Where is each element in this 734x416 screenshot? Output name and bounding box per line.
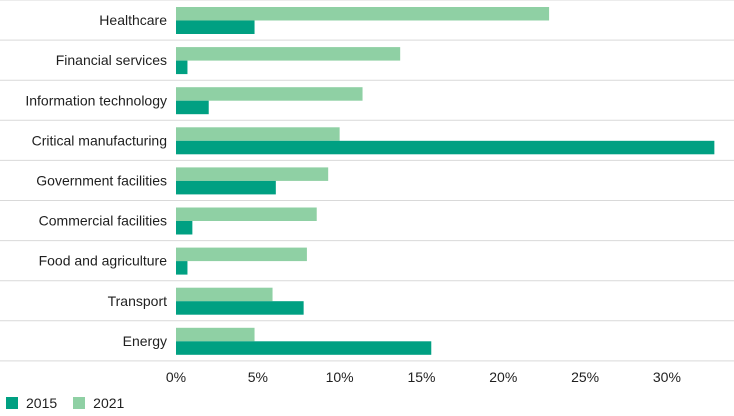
- x-tick-label: 25%: [571, 369, 599, 385]
- legend: 2015 2021: [6, 394, 124, 412]
- bar-2015: [176, 140, 715, 155]
- category-label: Financial services: [56, 52, 167, 68]
- bar-2021: [176, 127, 340, 141]
- category-label: Healthcare: [99, 12, 167, 28]
- x-tick-label: 20%: [489, 369, 517, 385]
- bar-2021: [176, 247, 307, 262]
- bar-2021: [176, 87, 363, 101]
- category-labels: Healthcare Financial services Information …: [25, 12, 167, 349]
- bar-2015: [176, 180, 276, 195]
- legend-label-2015: 2015: [26, 395, 58, 411]
- bars: [176, 7, 715, 355]
- category-label: Food and agriculture: [39, 253, 168, 269]
- legend-swatch-2015: [6, 397, 18, 409]
- legend-swatch-2021: [73, 397, 86, 409]
- category-label: Transport: [108, 293, 168, 309]
- bar-2015: [176, 301, 304, 315]
- x-tick-label: 5%: [248, 369, 268, 385]
- x-tick-label: 10%: [326, 369, 354, 385]
- grid-lines: [0, 0, 734, 362]
- x-axis: 0% 5% 10% 15% 20% 25% 30%: [166, 369, 681, 385]
- bar-2021: [176, 47, 401, 61]
- category-label: Commercial facilities: [39, 213, 167, 229]
- legend-label-2021: 2021: [93, 395, 125, 411]
- category-label: Energy: [123, 333, 167, 349]
- category-label: Information technology: [25, 92, 167, 108]
- category-label: Critical manufacturing: [32, 132, 167, 148]
- bar-2021: [176, 207, 317, 221]
- legend-item-2021: 2021: [73, 395, 124, 411]
- bar-2021: [176, 327, 255, 342]
- bar-2015: [176, 261, 188, 275]
- bar-2015: [176, 60, 188, 75]
- bar-2015: [176, 100, 209, 115]
- bar-2021: [176, 287, 273, 302]
- bar-2015: [176, 341, 432, 355]
- bar-2021: [176, 167, 329, 181]
- x-tick-label: 0%: [166, 369, 186, 385]
- x-tick-label: 30%: [653, 369, 681, 385]
- bar-2015: [176, 221, 193, 235]
- chart-area: Healthcare Financial services Information …: [0, 0, 734, 385]
- bar-2021: [176, 7, 550, 21]
- legend-item-2015: 2015: [6, 395, 57, 411]
- category-label: Government facilities: [36, 172, 167, 188]
- bar-2015: [176, 20, 255, 34]
- x-tick-label: 15%: [407, 369, 435, 385]
